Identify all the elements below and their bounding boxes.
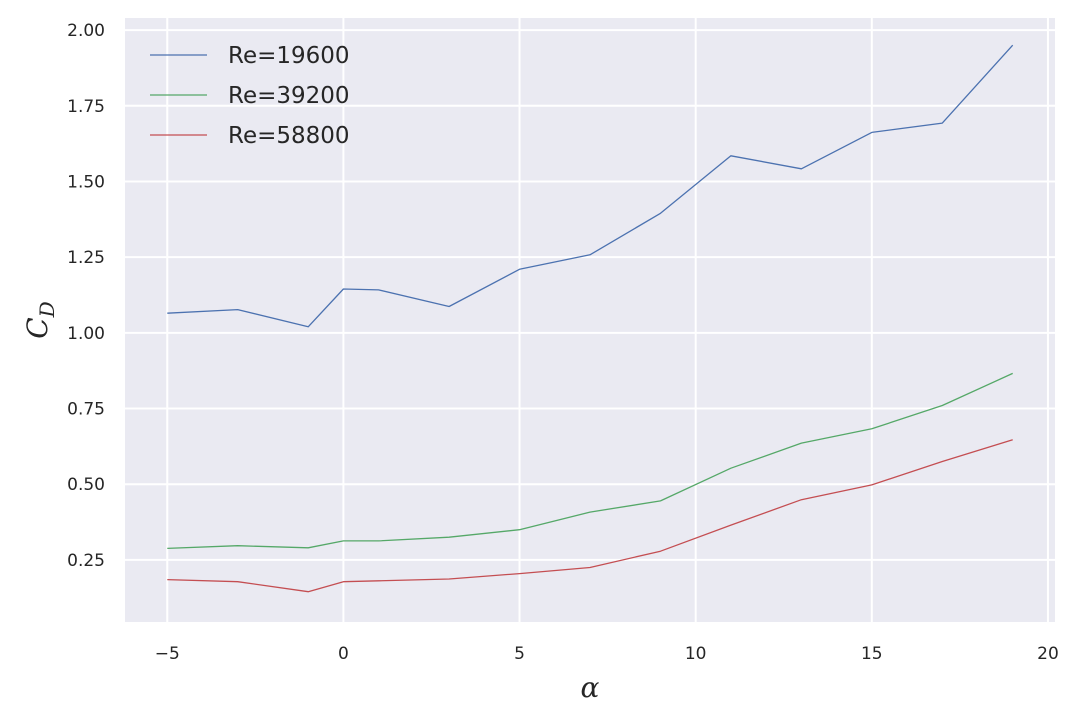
y-tick-label: 1.25 [67, 248, 105, 268]
grid-lines [125, 18, 1055, 622]
y-axis-label-sub: D [35, 301, 59, 318]
x-tick-label: −5 [155, 644, 180, 664]
x-tick-label: 20 [1037, 644, 1059, 664]
y-tick-label: 0.75 [67, 400, 105, 420]
series-line [167, 44, 1014, 328]
legend-label: Re=39200 [228, 83, 350, 109]
y-tick-label: 1.75 [67, 97, 105, 117]
x-tick-label: 10 [685, 644, 707, 664]
y-tick-label: 2.00 [67, 21, 105, 41]
y-tick-label: 0.50 [67, 475, 105, 495]
y-axis-label-main: C [21, 317, 54, 338]
y-axis-label: CD [21, 301, 59, 338]
legend-label: Re=19600 [228, 43, 350, 69]
x-axis-label: α [581, 671, 600, 704]
legend-label: Re=58800 [228, 123, 350, 149]
legend: Re=19600 Re=39200 Re=58800 [150, 43, 350, 149]
y-tick-label: 1.50 [67, 172, 105, 192]
y-tick-label: 1.00 [67, 324, 105, 344]
x-tick-label: 0 [338, 644, 349, 664]
x-tick-labels: −5 0 5 10 15 20 [155, 644, 1059, 664]
svg-text:CD: CD [21, 301, 59, 338]
x-tick-label: 5 [514, 644, 525, 664]
series-lines [167, 44, 1014, 593]
y-tick-labels: 0.25 0.50 0.75 1.00 1.25 1.50 1.75 2.00 [67, 21, 105, 571]
y-tick-label: 0.25 [67, 551, 105, 571]
x-tick-label: 15 [861, 644, 883, 664]
series-line [167, 372, 1013, 550]
series-line [167, 439, 1013, 593]
